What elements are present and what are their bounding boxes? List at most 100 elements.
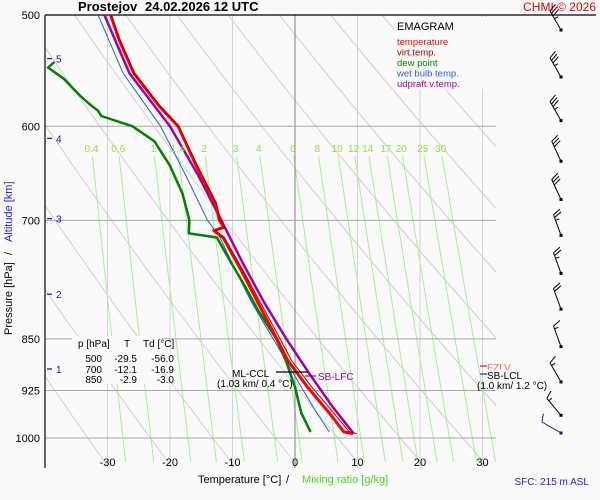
- temperature-tick-labels: -30 -20 -10 0 10 20 30: [100, 457, 489, 469]
- ml-ccl-label: ML-CCL: [232, 369, 270, 380]
- wind-barb-station: [559, 307, 563, 311]
- sounding-table: p [hPa] T Td [°C] 500 -29.5 -56.0 700 -1…: [78, 339, 174, 386]
- wind-barb-station: [559, 197, 563, 201]
- mixing-ratio-line: [153, 155, 192, 463]
- table-cell: 500: [85, 354, 102, 365]
- wind-barb-half-feather: [554, 16, 559, 20]
- wind-barb-feather: [551, 173, 559, 180]
- copyright: CHMI © 2026: [523, 0, 596, 14]
- mixing-ratio-line: [354, 155, 404, 463]
- pressure-tick-label: 850: [22, 334, 40, 346]
- table-cell: -29.5: [114, 354, 137, 365]
- surface-elevation: SFC: 215 m ASL: [515, 477, 590, 488]
- wind-barb: [553, 282, 563, 311]
- wind-barb-feather: [552, 99, 559, 108]
- legend-item: udpraft v.temp.: [397, 79, 460, 90]
- x-axis-label-mix: Mixing ratio [g/kg]: [302, 474, 388, 486]
- wind-barb-feather: [553, 178, 561, 186]
- mixing-ratio-label: 8: [315, 144, 321, 155]
- table-cell: 850: [85, 375, 102, 386]
- sb-lcl-label: SB-LCL: [487, 371, 522, 382]
- dry-adiabat-line: [227, 15, 496, 339]
- wind-barb-feather: [552, 137, 560, 145]
- dry-adiabat-line: [536, 15, 600, 465]
- table-bg: [72, 336, 162, 384]
- mixing-ratio-line: [441, 155, 496, 463]
- table-row: 700 -12.1 -16.9: [85, 365, 174, 376]
- series-virt-temp-line: [110, 15, 358, 435]
- wind-barb-station: [559, 119, 563, 123]
- mixing-ratio-labels: 0.4 0.6 1 1.4 2 3 4 6 8 10 12 14 17 20 25 30: [85, 144, 447, 155]
- wind-barb-half-feather: [554, 63, 559, 67]
- mixing-ratio-line: [337, 155, 386, 463]
- wind-barb-half-feather: [548, 397, 553, 402]
- wind-barb: [541, 413, 563, 435]
- altitude-tick-label: 3: [56, 215, 62, 226]
- mixing-ratio-label: 1: [151, 144, 157, 155]
- wind-barb: [549, 51, 563, 79]
- wind-barb-feather: [553, 246, 561, 254]
- dry-adiabat-line: [73, 15, 424, 466]
- pressure-tick-label: 1000: [16, 433, 40, 445]
- temperature-tick-label: 10: [351, 457, 363, 469]
- wind-barbs: [541, 4, 563, 435]
- wind-barb-station: [559, 271, 563, 275]
- legend-box: [394, 17, 500, 89]
- wind-barb-feather: [554, 285, 562, 292]
- wind-barb-feather: [553, 140, 561, 148]
- temperature-tick-label: 0: [292, 457, 298, 469]
- wind-barb-feather: [546, 390, 552, 399]
- wind-barb-feather: [549, 94, 556, 102]
- table-cell: -3.0: [157, 375, 175, 386]
- dry-adiabat-line: [381, 15, 496, 148]
- dry-adiabat-line: [330, 15, 496, 210]
- wind-barb-feather: [549, 51, 556, 59]
- wind-barb-feather: [554, 249, 562, 256]
- altitude-tick-label: 1: [56, 365, 62, 376]
- wind-barb-feather: [552, 175, 560, 183]
- mixing-ratio-label: 0.6: [111, 144, 125, 155]
- wind-barb-staff: [553, 325, 562, 347]
- altitude-tick-label: 4: [56, 134, 62, 145]
- wind-barb-station: [559, 380, 563, 384]
- series-udpraft-v-temp-line: [103, 15, 355, 435]
- wind-barb-staff: [551, 179, 562, 200]
- pressure-tick-label: 600: [22, 121, 40, 133]
- wind-barb-staff: [541, 421, 562, 434]
- mixing-ratio-label: 30: [435, 144, 447, 155]
- wind-barb-station: [559, 233, 563, 237]
- table-cell: -16.9: [151, 365, 174, 376]
- dry-adiabat-line: [45, 288, 171, 466]
- dry-adiabat-line: [587, 15, 600, 465]
- mixing-ratio-line: [293, 155, 339, 463]
- temperature-tick-label: -10: [225, 457, 241, 469]
- wind-barb-station: [559, 28, 563, 32]
- temperature-tick-label: 30: [476, 457, 488, 469]
- wind-barb: [549, 94, 563, 123]
- mixing-ratio-label: 25: [417, 144, 429, 155]
- fzlv-bg: [486, 362, 526, 372]
- dry-adiabat-line: [45, 46, 361, 466]
- y-axis-label: Pressure [hPa] / Altitude [km]: [3, 181, 15, 335]
- ml-ccl-detail: (1.03 km/ 0.4 °C): [217, 379, 293, 390]
- x-axis-label-sep: /: [286, 474, 290, 486]
- wind-barb-station: [559, 413, 563, 417]
- mixing-ratio-line: [423, 155, 478, 463]
- wind-barb-feather: [551, 6, 558, 14]
- wind-barb-half-feather: [554, 106, 559, 110]
- y-axis-label-sep: /: [3, 251, 15, 255]
- legend-title: EMAGRAM: [397, 21, 454, 33]
- chart-title-station: Prostejov: [78, 0, 138, 14]
- pressure-tick-labels: 500 600 700 850 925 1000: [16, 10, 40, 445]
- pressure-tick-label: 700: [22, 215, 40, 227]
- mixing-ratio-line: [259, 155, 303, 463]
- wind-barb-station: [559, 159, 563, 163]
- wind-barb-feather: [553, 282, 561, 289]
- mixing-ratio-line: [91, 155, 127, 463]
- wind-barb-station: [559, 75, 563, 79]
- wind-barb-feather: [553, 208, 561, 216]
- wind-barb-staff: [549, 362, 562, 383]
- legend-item: virt.temp.: [397, 48, 436, 59]
